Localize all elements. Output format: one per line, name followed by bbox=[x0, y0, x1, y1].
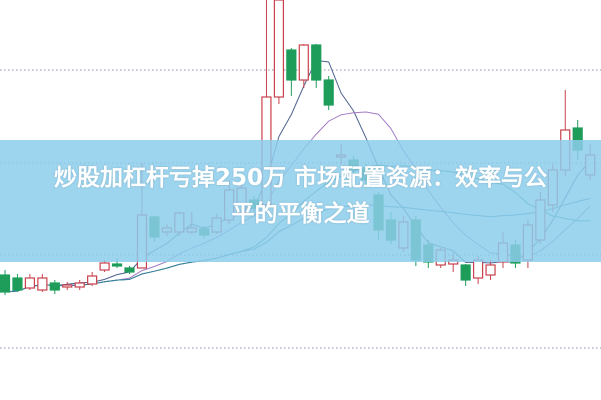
candle-body bbox=[37, 277, 48, 291]
candle-body bbox=[473, 259, 484, 279]
headline-banner bbox=[0, 140, 601, 262]
candle-body bbox=[74, 282, 85, 288]
headline[interactable]: 炒股加杠杆亏掉250万 市场配置资源：效率与公 平的平衡之道 bbox=[0, 160, 601, 232]
headline-line-2: 平的平衡之道 bbox=[231, 201, 370, 227]
candle-body bbox=[273, 0, 284, 98]
candle-body bbox=[460, 264, 471, 281]
candle-body bbox=[87, 275, 98, 285]
headline-line-1: 炒股加杠杆亏掉250万 市场配置资源：效率与公 bbox=[53, 165, 548, 191]
candle-body bbox=[24, 277, 35, 289]
candle-body bbox=[111, 263, 123, 267]
candle-body bbox=[0, 274, 11, 293]
candle-body bbox=[124, 267, 135, 273]
candle-body bbox=[286, 49, 297, 81]
candle-body bbox=[99, 262, 110, 271]
candle-body bbox=[62, 284, 73, 288]
moving-average-5 bbox=[4, 59, 591, 293]
candle-body bbox=[485, 264, 496, 276]
candle-body bbox=[12, 277, 23, 291]
candle-body bbox=[311, 44, 322, 81]
candle-body bbox=[323, 79, 334, 106]
candle-body bbox=[49, 282, 60, 291]
candle-body bbox=[298, 44, 309, 81]
